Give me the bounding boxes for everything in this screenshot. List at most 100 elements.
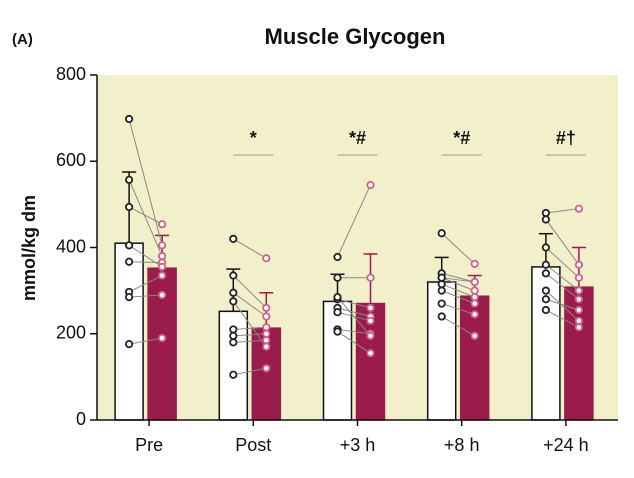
subject-point bbox=[229, 297, 238, 306]
subject-point bbox=[437, 273, 446, 282]
subject-line bbox=[545, 264, 580, 292]
y-tick-label: 200 bbox=[56, 323, 86, 343]
bar bbox=[322, 300, 353, 421]
subject-line bbox=[129, 261, 163, 264]
x-tick-label: Pre bbox=[135, 435, 163, 455]
significance-label: *# bbox=[453, 128, 470, 148]
subject-line bbox=[233, 339, 267, 343]
subject-line bbox=[441, 277, 475, 283]
y-tick-label: 0 bbox=[76, 409, 86, 429]
subject-point bbox=[541, 208, 551, 218]
subject-point bbox=[574, 286, 584, 295]
subject-point bbox=[470, 277, 479, 287]
bar bbox=[114, 242, 144, 421]
x-tick-label: +24 h bbox=[543, 435, 589, 455]
subject-point bbox=[574, 260, 584, 269]
subject-point bbox=[229, 338, 238, 347]
subject-point bbox=[541, 305, 551, 315]
subject-line bbox=[337, 184, 371, 258]
subject-line bbox=[129, 294, 163, 298]
subject-line bbox=[545, 290, 580, 322]
x-tick-label: +3 h bbox=[340, 435, 376, 455]
subject-point bbox=[366, 349, 375, 358]
subject-point bbox=[574, 204, 584, 213]
subject-point bbox=[333, 292, 342, 302]
subject-point bbox=[125, 292, 134, 302]
panel-label: (A) bbox=[12, 31, 33, 48]
subject-line bbox=[441, 277, 475, 292]
subject-point bbox=[158, 241, 167, 250]
subject-line bbox=[545, 309, 580, 328]
subject-point bbox=[262, 254, 271, 263]
subject-line bbox=[441, 232, 476, 265]
subject-point bbox=[333, 273, 342, 282]
subject-point bbox=[366, 303, 375, 312]
subject-point bbox=[541, 286, 551, 295]
subject-point bbox=[125, 339, 134, 349]
subject-point bbox=[262, 329, 271, 338]
subject-line bbox=[441, 303, 475, 315]
subject-point bbox=[158, 271, 167, 280]
subject-point bbox=[229, 370, 238, 379]
subject-point bbox=[158, 290, 167, 300]
subject-point bbox=[470, 331, 479, 341]
subject-point bbox=[470, 299, 479, 308]
subject-point bbox=[229, 325, 238, 334]
x-tick-label: +8 h bbox=[444, 435, 480, 455]
chart-title: Muscle Glycogen bbox=[265, 24, 446, 49]
subject-point bbox=[366, 316, 375, 325]
y-tick-label: 600 bbox=[56, 150, 86, 170]
subject-line bbox=[441, 290, 475, 305]
subject-point bbox=[366, 180, 375, 190]
subject-point bbox=[470, 286, 479, 295]
subject-point bbox=[541, 215, 551, 224]
subject-point bbox=[333, 308, 342, 317]
subject-point bbox=[158, 252, 167, 261]
subject-point bbox=[125, 175, 134, 184]
subject-line bbox=[441, 316, 475, 337]
subject-line bbox=[128, 244, 163, 268]
y-tick-label: 400 bbox=[56, 236, 86, 256]
subject-point bbox=[158, 333, 167, 343]
subject-line bbox=[232, 275, 267, 309]
subject-point bbox=[262, 364, 271, 373]
y-axis-label: mmol/kg dm bbox=[19, 195, 39, 301]
subject-point bbox=[366, 273, 375, 282]
y-tick-label: 800 bbox=[56, 64, 86, 84]
subject-point bbox=[262, 323, 271, 332]
subject-line bbox=[545, 247, 580, 279]
subject-point bbox=[158, 262, 167, 272]
subject-point bbox=[229, 331, 238, 341]
subject-point bbox=[437, 280, 446, 289]
subject-line bbox=[233, 292, 267, 317]
subject-point bbox=[574, 273, 584, 282]
subject-point bbox=[125, 114, 134, 124]
subject-point bbox=[125, 202, 134, 212]
subject-point bbox=[333, 327, 342, 336]
significance-label: * bbox=[250, 128, 257, 148]
subject-line bbox=[337, 331, 371, 354]
subject-point bbox=[541, 243, 551, 252]
subject-point bbox=[125, 241, 134, 250]
significance-label: *# bbox=[349, 128, 366, 148]
bar bbox=[147, 267, 177, 421]
subject-point bbox=[229, 234, 238, 243]
subject-line bbox=[233, 333, 267, 337]
subject-point bbox=[470, 310, 479, 319]
subject-line bbox=[337, 296, 371, 337]
subject-line bbox=[441, 283, 475, 298]
subject-point bbox=[437, 286, 446, 295]
subject-line bbox=[128, 206, 163, 225]
subject-line bbox=[233, 326, 267, 330]
subject-line bbox=[545, 298, 580, 311]
subject-point bbox=[574, 295, 584, 304]
subject-point bbox=[333, 252, 342, 262]
x-tick-label: Post bbox=[235, 435, 271, 455]
subject-point bbox=[158, 220, 167, 229]
subject-point bbox=[574, 316, 584, 325]
subject-line bbox=[337, 298, 371, 309]
subject-line bbox=[233, 367, 267, 376]
subject-line bbox=[128, 118, 163, 246]
subject-point bbox=[262, 312, 271, 321]
